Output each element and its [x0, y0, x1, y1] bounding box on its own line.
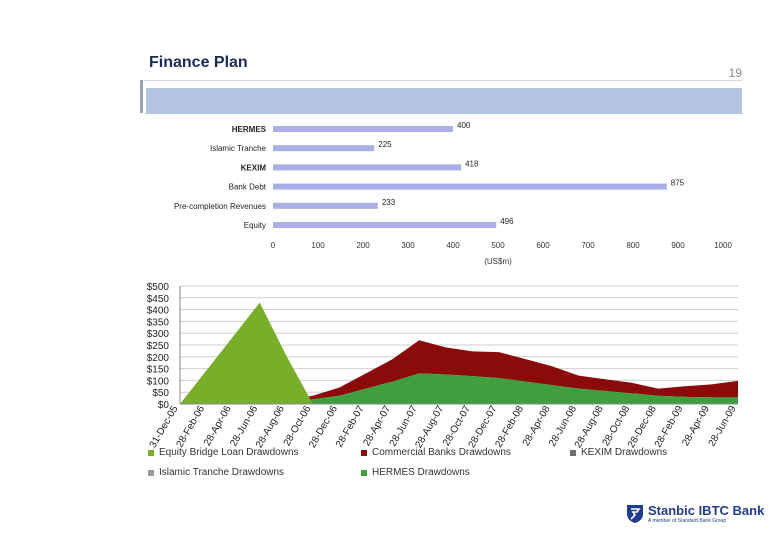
- bar-xtick-700: 700: [581, 241, 595, 250]
- legend-label-hermes: HERMES Drawdowns: [372, 467, 470, 478]
- area-commercial-banks: [180, 340, 738, 404]
- area-ytick-0: $0: [158, 400, 170, 411]
- bar-value-hermes: 400: [457, 121, 471, 130]
- bar-xtick-1000: 1000: [714, 241, 732, 250]
- bank-tagline: A member of Standard Bank Group: [648, 518, 727, 524]
- bar-label-kexim: KEXIM: [241, 163, 267, 172]
- area-ytick-10: $500: [147, 282, 170, 293]
- bank-name: Stanbic IBTC Bank: [648, 503, 765, 518]
- bar-hermes: [273, 126, 453, 132]
- bar-value-equity: 496: [500, 217, 514, 226]
- legend-kexim: KEXIM Drawdowns: [570, 447, 667, 458]
- bar-xtick-0: 0: [271, 241, 276, 250]
- area-ytick-9: $450: [147, 294, 170, 305]
- legend-label-commercial-banks: Commercial Banks Drawdowns: [372, 447, 511, 458]
- bar-x-axis-label: (US$m): [484, 257, 512, 266]
- legend-swatch-equity-bridge: [148, 449, 154, 456]
- shield-icon: [627, 505, 643, 523]
- bar-value-islamic-tranche: 225: [378, 140, 392, 149]
- bar-xtick-300: 300: [401, 241, 415, 250]
- bar-pre-completion-revenues: [273, 202, 378, 209]
- area-ytick-6: $300: [147, 329, 170, 340]
- bar-value-pre-completion-revenues: 233: [382, 198, 396, 207]
- area-equity-bridge: [180, 302, 738, 404]
- bar-kexim: [273, 164, 462, 171]
- legend-swatch-commercial-banks: [361, 449, 367, 456]
- legend-label-kexim: KEXIM Drawdowns: [581, 447, 668, 458]
- bar-label-bank-debt: Bank Debt: [229, 183, 267, 192]
- area-ytick-8: $400: [147, 306, 170, 317]
- sources-bar-chart: HERMES 400 Islamic Tranche 225 KEXIM 418 Bank …: [174, 121, 732, 266]
- page-number: 19: [728, 66, 742, 80]
- legend-islamic-tranche: Islamic Tranche Drawdowns: [148, 467, 284, 478]
- bar-label-hermes: HERMES: [232, 125, 267, 134]
- drawdowns-area-chart: $0$50$100$150$200$250$300$350$400$450$50…: [147, 282, 739, 450]
- bar-xtick-500: 500: [491, 241, 505, 250]
- bar-value-kexim: 418: [465, 159, 479, 168]
- bar-xtick-100: 100: [311, 241, 325, 250]
- area-ytick-5: $250: [147, 341, 170, 352]
- legend-label-islamic-tranche: Islamic Tranche Drawdowns: [159, 467, 285, 478]
- bar-equity: [273, 222, 497, 228]
- area-ytick-2: $100: [147, 376, 170, 387]
- area-ytick-4: $200: [147, 353, 170, 364]
- legend-swatch-islamic-tranche: [148, 469, 154, 476]
- legend-label-equity-bridge: Equity Bridge Loan Drawdowns: [159, 447, 299, 458]
- bar-islamic-tranche: [273, 145, 375, 152]
- bar-label-pre-completion-revenues: Pre-completion Revenues: [174, 202, 266, 211]
- bar-bank-debt: [273, 183, 667, 190]
- bank-logo: Stanbic IBTC Bank A member of Standard B…: [626, 504, 764, 524]
- bar-xtick-900: 900: [671, 241, 685, 250]
- bar-xtick-600: 600: [536, 241, 550, 250]
- title-divider: [140, 80, 742, 81]
- bar-xtick-400: 400: [446, 241, 460, 250]
- left-accent-bar: [140, 80, 143, 113]
- bar-xtick-200: 200: [356, 241, 370, 250]
- bar-value-bank-debt: 875: [671, 179, 685, 188]
- legend-hermes: HERMES Drawdowns: [361, 467, 470, 478]
- bar-xtick-800: 800: [626, 241, 640, 250]
- bar-label-islamic-tranche: Islamic Tranche: [210, 144, 267, 153]
- legend-commercial-banks: Commercial Banks Drawdowns: [361, 447, 511, 458]
- area-hermes: [180, 373, 738, 404]
- legend-swatch-kexim: [570, 449, 576, 456]
- area-ytick-1: $50: [152, 388, 169, 399]
- legend-equity-bridge: Equity Bridge Loan Drawdowns: [148, 447, 299, 458]
- area-ytick-3: $150: [147, 365, 170, 376]
- legend-swatch-hermes: [361, 469, 367, 476]
- area-ytick-7: $350: [147, 317, 170, 328]
- header-band: [146, 88, 742, 114]
- bar-label-equity: Equity: [244, 221, 266, 230]
- page-title: Finance Plan: [149, 54, 248, 71]
